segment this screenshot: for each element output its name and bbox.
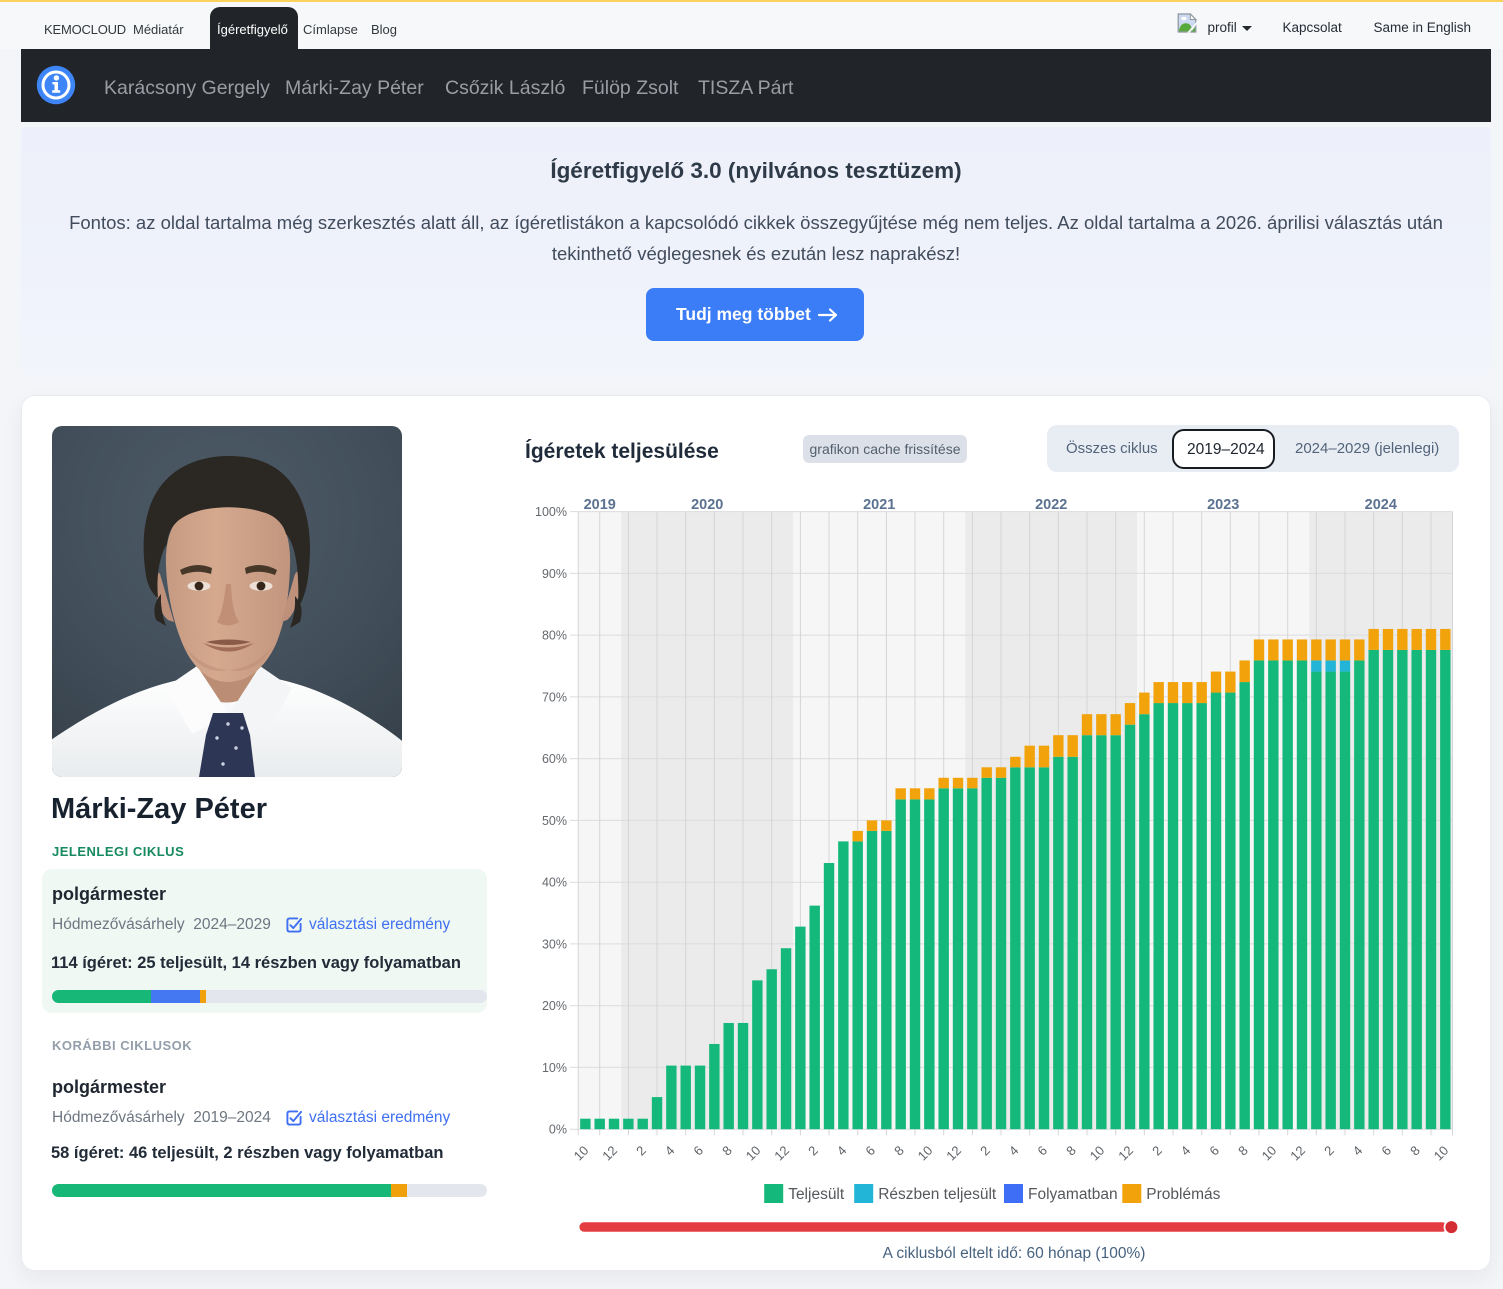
svg-text:8: 8	[719, 1143, 735, 1159]
svg-text:8: 8	[1235, 1143, 1251, 1159]
svg-text:70%: 70%	[542, 690, 567, 704]
svg-text:12: 12	[1115, 1143, 1136, 1164]
svg-text:12: 12	[1287, 1143, 1308, 1164]
svg-text:4: 4	[1006, 1143, 1022, 1159]
svg-text:4: 4	[1178, 1143, 1194, 1159]
svg-text:2020: 2020	[691, 497, 723, 513]
svg-text:6: 6	[690, 1143, 706, 1159]
svg-text:20%: 20%	[542, 999, 567, 1013]
svg-text:Problémás: Problémás	[1146, 1186, 1220, 1203]
svg-text:2: 2	[1149, 1143, 1165, 1159]
svg-text:2021: 2021	[863, 497, 895, 513]
svg-text:2: 2	[805, 1143, 821, 1159]
svg-text:4: 4	[834, 1143, 850, 1159]
svg-text:2023: 2023	[1207, 497, 1239, 513]
svg-text:8: 8	[1407, 1143, 1423, 1159]
svg-text:30%: 30%	[542, 937, 567, 951]
svg-text:2022: 2022	[1035, 497, 1067, 513]
svg-text:50%: 50%	[542, 814, 567, 828]
svg-text:2: 2	[1321, 1143, 1337, 1159]
svg-text:10: 10	[1431, 1143, 1452, 1164]
svg-text:10: 10	[1259, 1143, 1280, 1164]
svg-text:A ciklusból eltelt idő: 60 hón: A ciklusból eltelt idő: 60 hónap (100%)	[883, 1245, 1146, 1262]
svg-text:60%: 60%	[542, 752, 567, 766]
svg-text:10: 10	[571, 1143, 592, 1164]
svg-text:10%: 10%	[542, 1061, 567, 1075]
svg-text:10: 10	[1087, 1143, 1108, 1164]
svg-text:6: 6	[862, 1143, 878, 1159]
svg-text:Részben teljesült: Részben teljesült	[878, 1186, 997, 1203]
svg-text:10: 10	[743, 1143, 764, 1164]
svg-text:80%: 80%	[542, 629, 567, 643]
svg-text:90%: 90%	[542, 567, 567, 581]
svg-text:100%: 100%	[535, 505, 567, 519]
svg-text:12: 12	[943, 1143, 964, 1164]
svg-text:12: 12	[771, 1143, 792, 1164]
svg-text:0%: 0%	[549, 1123, 567, 1137]
svg-text:2: 2	[633, 1143, 649, 1159]
svg-text:Teljesült: Teljesült	[788, 1186, 845, 1203]
svg-text:6: 6	[1378, 1143, 1394, 1159]
svg-text:6: 6	[1206, 1143, 1222, 1159]
svg-text:4: 4	[662, 1143, 678, 1159]
svg-text:2: 2	[977, 1143, 993, 1159]
svg-text:Folyamatban: Folyamatban	[1028, 1186, 1118, 1203]
svg-text:2024: 2024	[1365, 497, 1397, 513]
svg-text:4: 4	[1350, 1143, 1366, 1159]
svg-text:10: 10	[915, 1143, 936, 1164]
svg-text:6: 6	[1034, 1143, 1050, 1159]
svg-text:12: 12	[599, 1143, 620, 1164]
svg-text:8: 8	[1063, 1143, 1079, 1159]
svg-text:2019: 2019	[584, 497, 616, 513]
svg-text:40%: 40%	[542, 876, 567, 890]
svg-text:8: 8	[891, 1143, 907, 1159]
